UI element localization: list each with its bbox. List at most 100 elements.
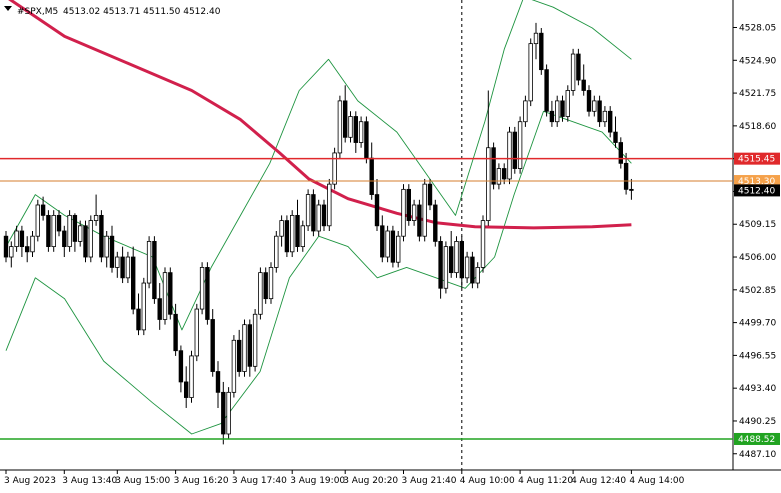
candle-bull — [305, 194, 311, 227]
price-label-box — [734, 432, 780, 445]
candle-bear — [470, 256, 475, 284]
y-tick-label: 4502.85 — [739, 286, 776, 296]
candle-bear — [46, 214, 51, 248]
candle-bear — [120, 256, 125, 279]
candle-bull — [523, 100, 528, 123]
x-tick-label: 3 Aug 20:20 — [343, 476, 398, 486]
y-tick-label: 4518.60 — [739, 122, 776, 132]
candle-bull — [30, 235, 35, 253]
candle-bull — [507, 131, 512, 180]
candle-bull — [51, 214, 56, 248]
candle-bull — [332, 152, 337, 185]
candle-bear — [406, 188, 411, 221]
candle-bull — [528, 43, 533, 102]
candle-bear — [168, 272, 173, 315]
candle-bull — [555, 100, 560, 123]
candle-bear — [623, 162, 629, 190]
candle-bull — [565, 90, 570, 117]
candle-bear — [221, 391, 226, 435]
candle-bear — [433, 204, 438, 242]
x-tick-label: 3 Aug 13:40 — [62, 476, 117, 486]
candle-bear — [364, 121, 369, 159]
chart-dropdown-icon[interactable] — [4, 6, 12, 11]
candle-bull — [327, 183, 332, 227]
y-tick-label: 4499.70 — [739, 319, 776, 329]
x-tick-label: 3 Aug 21:40 — [402, 476, 457, 486]
candle-bear — [321, 204, 327, 227]
candle-bull — [146, 241, 152, 284]
candle-bear — [581, 79, 586, 91]
candle-bull — [480, 220, 486, 268]
price-label-text: 4512.40 — [738, 186, 775, 196]
candle-bull — [14, 230, 19, 248]
candle-bear — [501, 168, 507, 180]
candle-bear — [178, 350, 184, 383]
candle-bull — [226, 391, 231, 435]
candle-bear — [19, 230, 25, 248]
candle-bear — [136, 308, 141, 331]
candle-bear — [205, 267, 210, 320]
candle-bear — [586, 90, 592, 112]
candle-bear — [491, 147, 496, 185]
candle-bull — [496, 168, 502, 185]
candle-bear — [56, 214, 62, 232]
candle-bull — [279, 220, 284, 237]
candle-bull — [602, 110, 608, 123]
candle-bull — [162, 272, 168, 320]
x-tick-label: 3 Aug 2023 — [4, 476, 56, 486]
candle-bear — [263, 272, 268, 300]
candle-bull — [385, 230, 390, 258]
candle-bear — [369, 157, 374, 195]
y-tick-label: 4521.75 — [739, 89, 776, 99]
candle-bear — [236, 339, 242, 372]
candle-bull — [258, 272, 263, 315]
candle-bear — [576, 53, 581, 81]
x-tick-label: 3 Aug 17:40 — [232, 476, 287, 486]
x-tick-label: 4 Aug 12:40 — [571, 476, 626, 486]
bollinger-lower-line — [5, 110, 632, 435]
header-symbol: #SPX,M5 — [17, 7, 58, 17]
candle-bear — [40, 204, 46, 216]
x-tick-label: 4 Aug 14:00 — [629, 476, 684, 486]
candle-bear — [448, 246, 454, 274]
candle-bear — [549, 110, 555, 123]
candle-bear — [173, 313, 178, 352]
x-tick-label: 3 Aug 16:20 — [174, 476, 229, 486]
candle-bear — [311, 194, 316, 232]
candle-bear — [247, 324, 252, 367]
y-tick-label: 4509.15 — [739, 220, 776, 230]
x-tick-label: 4 Aug 10:00 — [460, 476, 515, 486]
candle-bear — [342, 100, 348, 138]
candle-bull — [189, 355, 194, 398]
price-label-text: 4515.45 — [738, 155, 775, 165]
y-tick-label: 4496.55 — [739, 351, 776, 361]
candle-bear — [560, 100, 565, 117]
header-ohlc: 4513.02 4513.71 4511.50 4512.40 — [63, 7, 221, 17]
candle-bear — [152, 241, 157, 300]
candle-bull — [517, 121, 523, 169]
candle-bear — [83, 225, 88, 258]
candle-bear — [597, 100, 602, 123]
x-tick-label: 4 Aug 11:20 — [518, 476, 573, 486]
candle-bull — [533, 32, 539, 45]
candle-bull — [93, 214, 99, 221]
y-tick-label: 4528.05 — [739, 24, 776, 34]
bollinger-upper-line — [5, 0, 632, 331]
candle-bear — [353, 116, 358, 143]
candle-bull — [289, 214, 295, 253]
candle-bear — [380, 225, 385, 258]
candle-bull — [316, 204, 321, 232]
candle-bear — [295, 214, 300, 248]
x-tick-label: 3 Aug 19:00 — [290, 476, 345, 486]
candle-bear — [24, 246, 30, 253]
candle-bull — [88, 220, 93, 258]
candle-bear — [215, 371, 221, 393]
y-tick-label: 4524.90 — [739, 56, 776, 66]
candle-bull — [252, 313, 258, 367]
candle-bull — [443, 246, 449, 289]
price-label-box — [734, 152, 780, 165]
y-tick-label: 4490.25 — [739, 417, 776, 427]
candle-bull — [194, 308, 199, 357]
